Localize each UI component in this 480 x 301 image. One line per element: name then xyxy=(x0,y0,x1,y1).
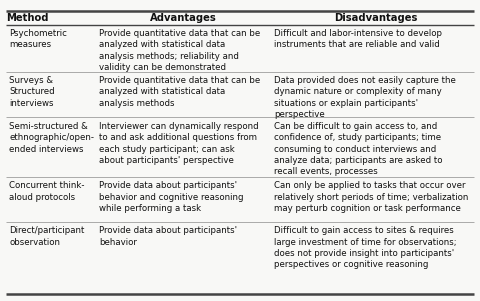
Text: Semi-structured &
ethnographic/open-
ended interviews: Semi-structured & ethnographic/open- end… xyxy=(9,122,94,154)
Text: Can be difficult to gain access to, and
confidence of, study participants; time
: Can be difficult to gain access to, and … xyxy=(274,122,443,176)
Text: Difficult and labor-intensive to develop
instruments that are reliable and valid: Difficult and labor-intensive to develop… xyxy=(274,29,442,49)
Text: Can only be applied to tasks that occur over
relatively short periods of time; v: Can only be applied to tasks that occur … xyxy=(274,181,468,213)
Text: Disadvantages: Disadvantages xyxy=(334,13,417,23)
Text: Provide data about participants'
behavior and cognitive reasoning
while performi: Provide data about participants' behavio… xyxy=(99,181,243,213)
Text: Direct/participant
observation: Direct/participant observation xyxy=(9,226,84,247)
Text: Psychometric
measures: Psychometric measures xyxy=(9,29,67,49)
Text: Interviewer can dynamically respond
to and ask additional questions from
each st: Interviewer can dynamically respond to a… xyxy=(99,122,259,165)
Text: Concurrent think-
aloud protocols: Concurrent think- aloud protocols xyxy=(9,181,84,202)
Text: Provide quantitative data that can be
analyzed with statistical data
analysis me: Provide quantitative data that can be an… xyxy=(99,29,260,72)
Text: Method: Method xyxy=(6,13,49,23)
Text: Surveys &
Structured
interviews: Surveys & Structured interviews xyxy=(9,76,55,108)
Text: Provide quantitative data that can be
analyzed with statistical data
analysis me: Provide quantitative data that can be an… xyxy=(99,76,260,108)
Text: Data provided does not easily capture the
dynamic nature or complexity of many
s: Data provided does not easily capture th… xyxy=(274,76,456,119)
Text: Difficult to gain access to sites & requires
large investment of time for observ: Difficult to gain access to sites & requ… xyxy=(274,226,456,269)
Text: Provide data about participants'
behavior: Provide data about participants' behavio… xyxy=(99,226,237,247)
Text: Advantages: Advantages xyxy=(150,13,217,23)
